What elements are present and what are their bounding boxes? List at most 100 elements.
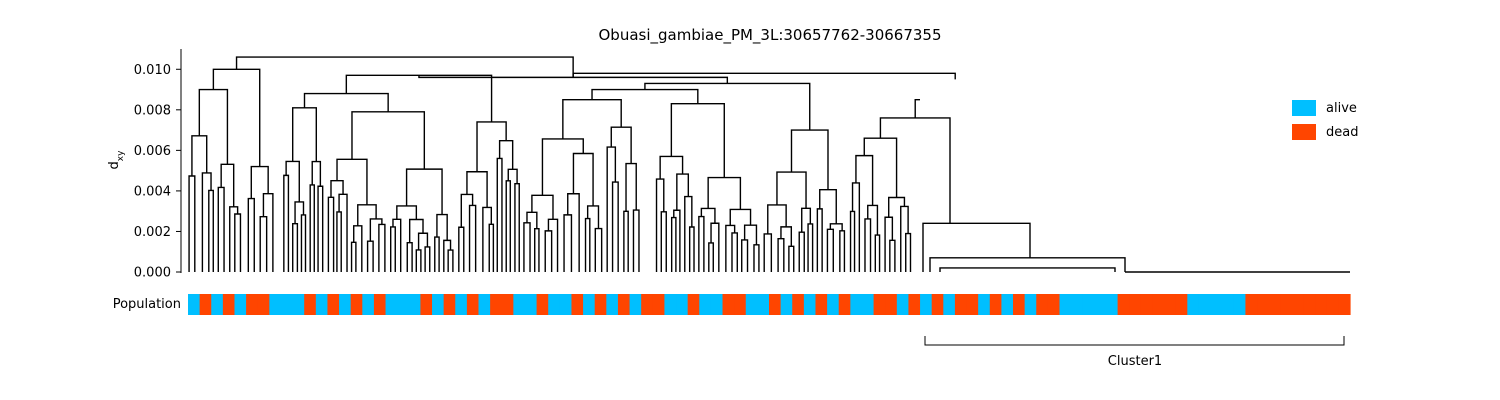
- dendrogram-link: [350, 241, 357, 272]
- dendrogram-link: [415, 249, 422, 272]
- population-segment-dead: [1175, 294, 1188, 315]
- population-segment-dead: [1257, 294, 1270, 315]
- population-segment-alive: [606, 294, 619, 315]
- population-segment-dead: [931, 294, 944, 315]
- dendrogram-link: [851, 182, 861, 272]
- dendrogram-link: [767, 204, 787, 234]
- dendrogram-link: [586, 205, 600, 229]
- dendrogram-link: [336, 158, 368, 205]
- dendrogram-link: [526, 211, 538, 229]
- dendrogram-link: [776, 171, 807, 209]
- y-tick-label: 0.004: [134, 184, 171, 199]
- dendrogram-link: [655, 178, 665, 272]
- dendrogram-link: [572, 152, 594, 206]
- population-segment-alive: [629, 294, 642, 315]
- dendrogram-link: [345, 74, 493, 122]
- y-tick-label: 0.010: [134, 63, 171, 78]
- y-ticks: 0.000 0.002 0.004 0.006 0.008 0.010: [134, 63, 181, 281]
- y-tick-label: 0.008: [134, 103, 171, 118]
- dendrogram-link: [914, 98, 920, 118]
- population-segment-alive: [188, 294, 201, 315]
- dendrogram-link: [309, 184, 315, 272]
- dendrogram-link: [336, 211, 342, 272]
- dendrogram-link: [311, 160, 322, 187]
- population-segment-dead: [815, 294, 828, 315]
- dendrogram-link: [250, 165, 269, 199]
- population-segment-alive: [676, 294, 689, 315]
- legend-swatch-alive: [1292, 100, 1316, 116]
- population-segment-alive: [397, 294, 410, 315]
- population-segment-alive: [1059, 294, 1072, 315]
- dendrogram-link: [801, 207, 812, 233]
- dendrogram-link: [839, 230, 846, 272]
- population-segment-dead: [769, 294, 782, 315]
- population-segment-alive: [548, 294, 561, 315]
- population-segment-alive: [1001, 294, 1014, 315]
- population-segment-alive: [385, 294, 398, 315]
- population-segment-alive: [315, 294, 329, 315]
- population-segment-alive: [211, 294, 224, 315]
- dendrogram-link: [534, 227, 540, 272]
- population-segment-alive: [1210, 294, 1223, 315]
- legend-swatch-dead: [1292, 124, 1316, 140]
- dendrogram-link: [496, 157, 503, 272]
- dendrogram-link: [591, 88, 699, 104]
- population-segment-dead: [443, 294, 456, 315]
- population-segment-alive: [269, 294, 282, 315]
- chart-title: Obuasi_gambiae_PM_3L:30657762-30667355: [599, 26, 942, 45]
- dendrogram-link: [939, 267, 1116, 272]
- population-segment-dead: [641, 294, 654, 315]
- dendrogram-link: [849, 210, 856, 272]
- y-axis: 0.000 0.002 0.004 0.006 0.008 0.010 dxy: [107, 49, 182, 281]
- population-segment-alive: [362, 294, 375, 315]
- population-segment-alive: [1094, 294, 1107, 315]
- dendrogram-link: [676, 173, 690, 211]
- population-segment-alive: [978, 294, 991, 315]
- dendrogram-link: [378, 223, 386, 272]
- dendrogram-link: [514, 182, 520, 272]
- dendrogram-link: [443, 239, 452, 272]
- population-segment-dead: [1140, 294, 1154, 315]
- dendrogram-link: [698, 215, 705, 272]
- dendrogram-link: [855, 154, 874, 206]
- dendrogram-link: [458, 226, 465, 272]
- dendrogram-link: [798, 231, 805, 272]
- dendrogram-link: [285, 160, 300, 202]
- population-segment-dead: [1047, 294, 1061, 315]
- dendrogram-link: [660, 211, 667, 272]
- population-segment-dead: [652, 294, 666, 315]
- dendrogram-link: [188, 175, 196, 272]
- population-segment-alive: [920, 294, 933, 315]
- dendrogram-link: [353, 225, 363, 272]
- dendrogram-link: [864, 218, 872, 272]
- population-segment-dead: [1326, 294, 1339, 315]
- population-segment-dead: [722, 294, 735, 315]
- dendrogram-link: [905, 232, 912, 272]
- y-tick-label: 0.000: [134, 266, 171, 281]
- dendrogram-link: [884, 216, 894, 272]
- dendrogram-link: [888, 196, 906, 218]
- dendrogram-link: [392, 218, 402, 272]
- dendrogram-link: [212, 68, 261, 167]
- population-segment-dead: [350, 294, 363, 315]
- dendrogram-link: [317, 185, 324, 272]
- population-segment-alive: [432, 294, 445, 315]
- dendrogram-link: [729, 208, 752, 226]
- population-bar: [188, 294, 1351, 315]
- dendrogram-link: [708, 242, 714, 272]
- population-label: Population: [113, 297, 181, 312]
- dendrogram-link: [625, 162, 637, 212]
- dendrogram-link: [498, 139, 514, 170]
- population-segment-alive: [827, 294, 840, 315]
- population-segment-alive: [455, 294, 468, 315]
- population-segment-dead: [1129, 294, 1142, 315]
- cluster1-label: Cluster1: [1108, 354, 1162, 369]
- dendrogram-link: [673, 209, 681, 272]
- population-segment-alive: [513, 294, 526, 315]
- dendrogram-link: [572, 72, 956, 80]
- dendrogram-link: [198, 88, 229, 165]
- population-segment-alive: [524, 294, 538, 315]
- population-segment-alive: [1233, 294, 1247, 315]
- dendrogram-link: [567, 193, 580, 272]
